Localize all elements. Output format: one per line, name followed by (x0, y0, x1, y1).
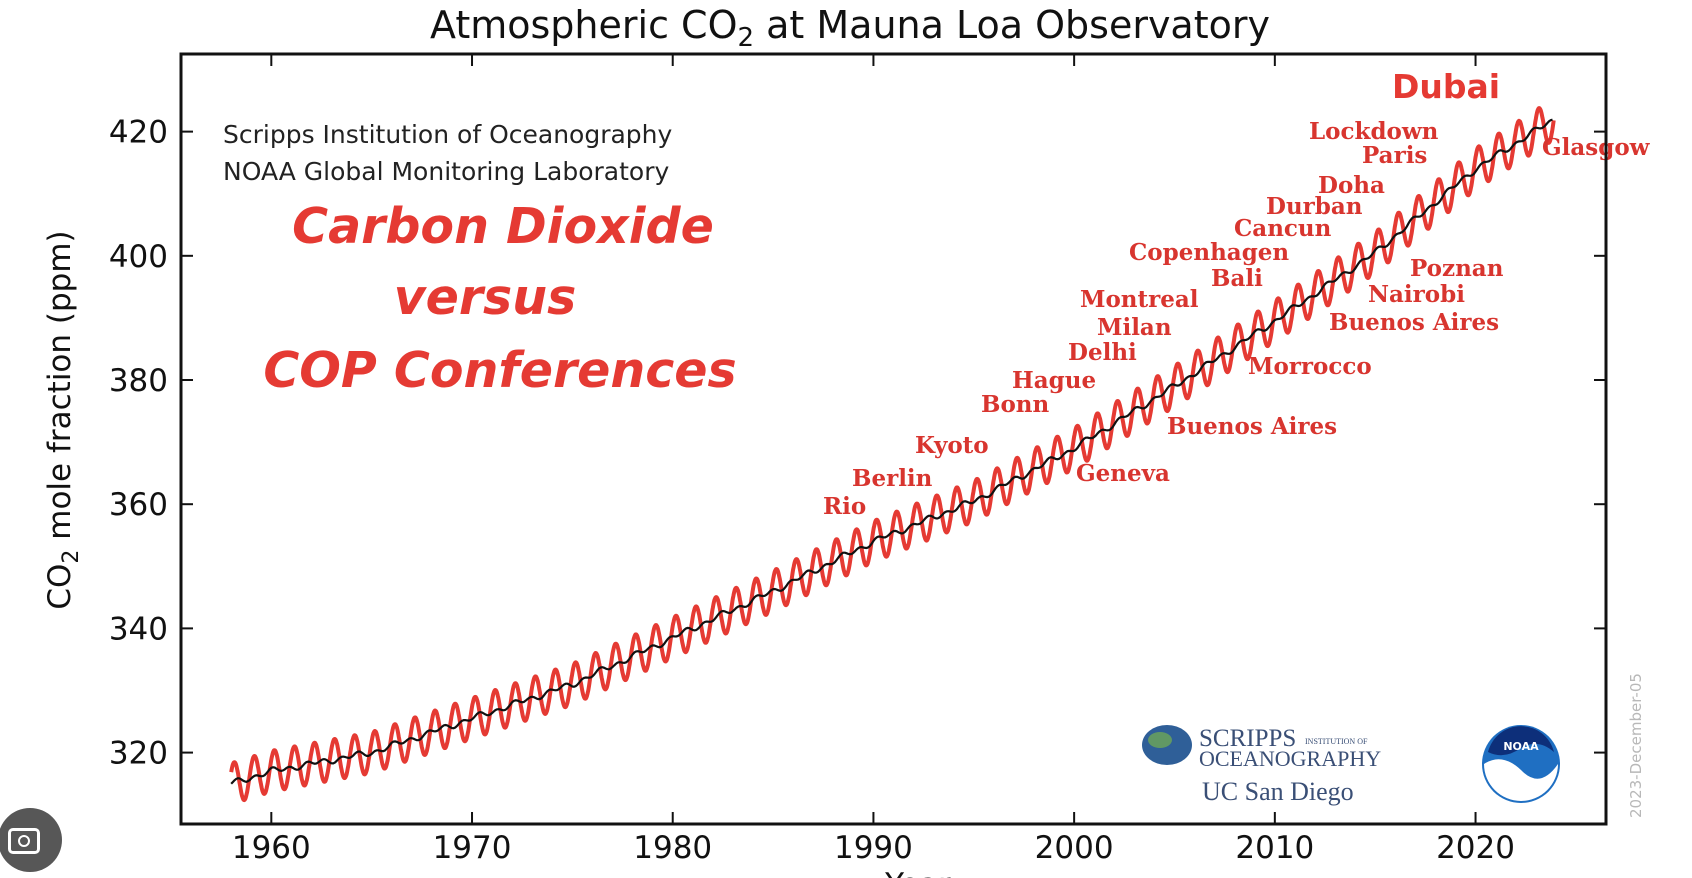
conf-label-nairobi: Nairobi (1368, 281, 1465, 308)
x-tick-label: 1960 (232, 830, 311, 866)
x-tick-label: 2020 (1436, 830, 1515, 866)
oceanography-wordmark: OCEANOGRAPHY (1199, 746, 1381, 771)
scripps-wordmark: SCRIPPS (1199, 725, 1296, 752)
conf-label-milan: Milan (1097, 314, 1172, 341)
y-tick-label: 320 (109, 736, 168, 772)
headline-line-1: Carbon Dioxide (292, 198, 714, 255)
camera-lens-icon (8, 828, 40, 854)
headline-line-2: versus (394, 269, 577, 326)
conf-label-montreal: Montreal (1080, 286, 1199, 313)
series-seasonal-line (229, 106, 1556, 803)
axis-ticks: 1960 1970 1980 1990 2000 2010 2020 320 340 360 380… (109, 54, 1606, 866)
conf-label-kyoto: Kyoto (915, 432, 989, 459)
x-tick-label: 2000 (1035, 830, 1114, 866)
y-tick-label: 400 (109, 239, 168, 275)
date-stamp: 2023-December-05 (1627, 673, 1645, 818)
conf-label-geneva: Geneva (1076, 460, 1170, 487)
conf-label-lockdown: Lockdown (1309, 118, 1439, 145)
conf-label-delhi: Delhi (1068, 339, 1137, 366)
x-tick-label: 2010 (1235, 830, 1314, 866)
conf-label-dubai: Dubai (1392, 67, 1500, 106)
headline-line-3: COP Conferences (263, 342, 736, 399)
conf-label-buenos-aires-2: Buenos Aires (1329, 309, 1499, 336)
conf-label-cancun: Cancun (1234, 215, 1332, 242)
conf-label-rio: Rio (823, 493, 866, 520)
x-tick-label: 1980 (633, 830, 712, 866)
noaa-wave-icon (1484, 759, 1558, 801)
noaa-bird-icon (1488, 726, 1554, 756)
x-axis-label: Year (884, 867, 951, 878)
conf-label-poznan: Poznan (1410, 255, 1504, 282)
y-tick-label: 420 (109, 115, 168, 151)
conf-label-durban: Durban (1266, 193, 1363, 220)
conf-label-paris: Paris (1362, 142, 1427, 169)
conf-label-glasgow: Glasgow (1542, 134, 1651, 161)
y-tick-label: 380 (109, 363, 168, 399)
x-tick-label: 1970 (433, 830, 512, 866)
conf-label-berlin: Berlin (852, 465, 933, 492)
conf-label-morrocco: Morrocco (1248, 353, 1372, 380)
visual-search-button[interactable] (0, 808, 62, 872)
chart-title: Atmospheric CO2 at Mauna Loa Observatory (430, 3, 1270, 53)
conf-label-buenos-aires-1: Buenos Aires (1167, 413, 1337, 440)
x-tick-label: 1990 (834, 830, 913, 866)
y-tick-label: 340 (109, 611, 168, 647)
noaa-logo: NOAA (1482, 725, 1560, 803)
conf-label-bali: Bali (1211, 265, 1263, 292)
institution-scripps: Scripps Institution of Oceanography (223, 120, 673, 149)
conf-label-copenhagen: Copenhagen (1129, 239, 1289, 266)
globe-landmass-icon (1148, 732, 1172, 748)
noaa-wordmark: NOAA (1503, 740, 1539, 753)
ucsd-wordmark: UC San Diego (1202, 777, 1354, 806)
y-axis-label: CO2 mole fraction (ppm) (42, 230, 84, 609)
institution-noaa: NOAA Global Monitoring Laboratory (223, 157, 670, 186)
scripps-small-text: INSTITUTION OF (1305, 737, 1368, 746)
y-tick-label: 360 (109, 487, 168, 523)
scripps-logo: SCRIPPS INSTITUTION OF OCEANOGRAPHY UC S… (1142, 725, 1381, 806)
conf-label-bonn: Bonn (981, 391, 1050, 418)
plot-frame (179, 52, 1608, 826)
conf-label-hague: Hague (1012, 367, 1096, 394)
conf-label-doha: Doha (1318, 172, 1385, 199)
series-trend-line (230, 118, 1553, 785)
